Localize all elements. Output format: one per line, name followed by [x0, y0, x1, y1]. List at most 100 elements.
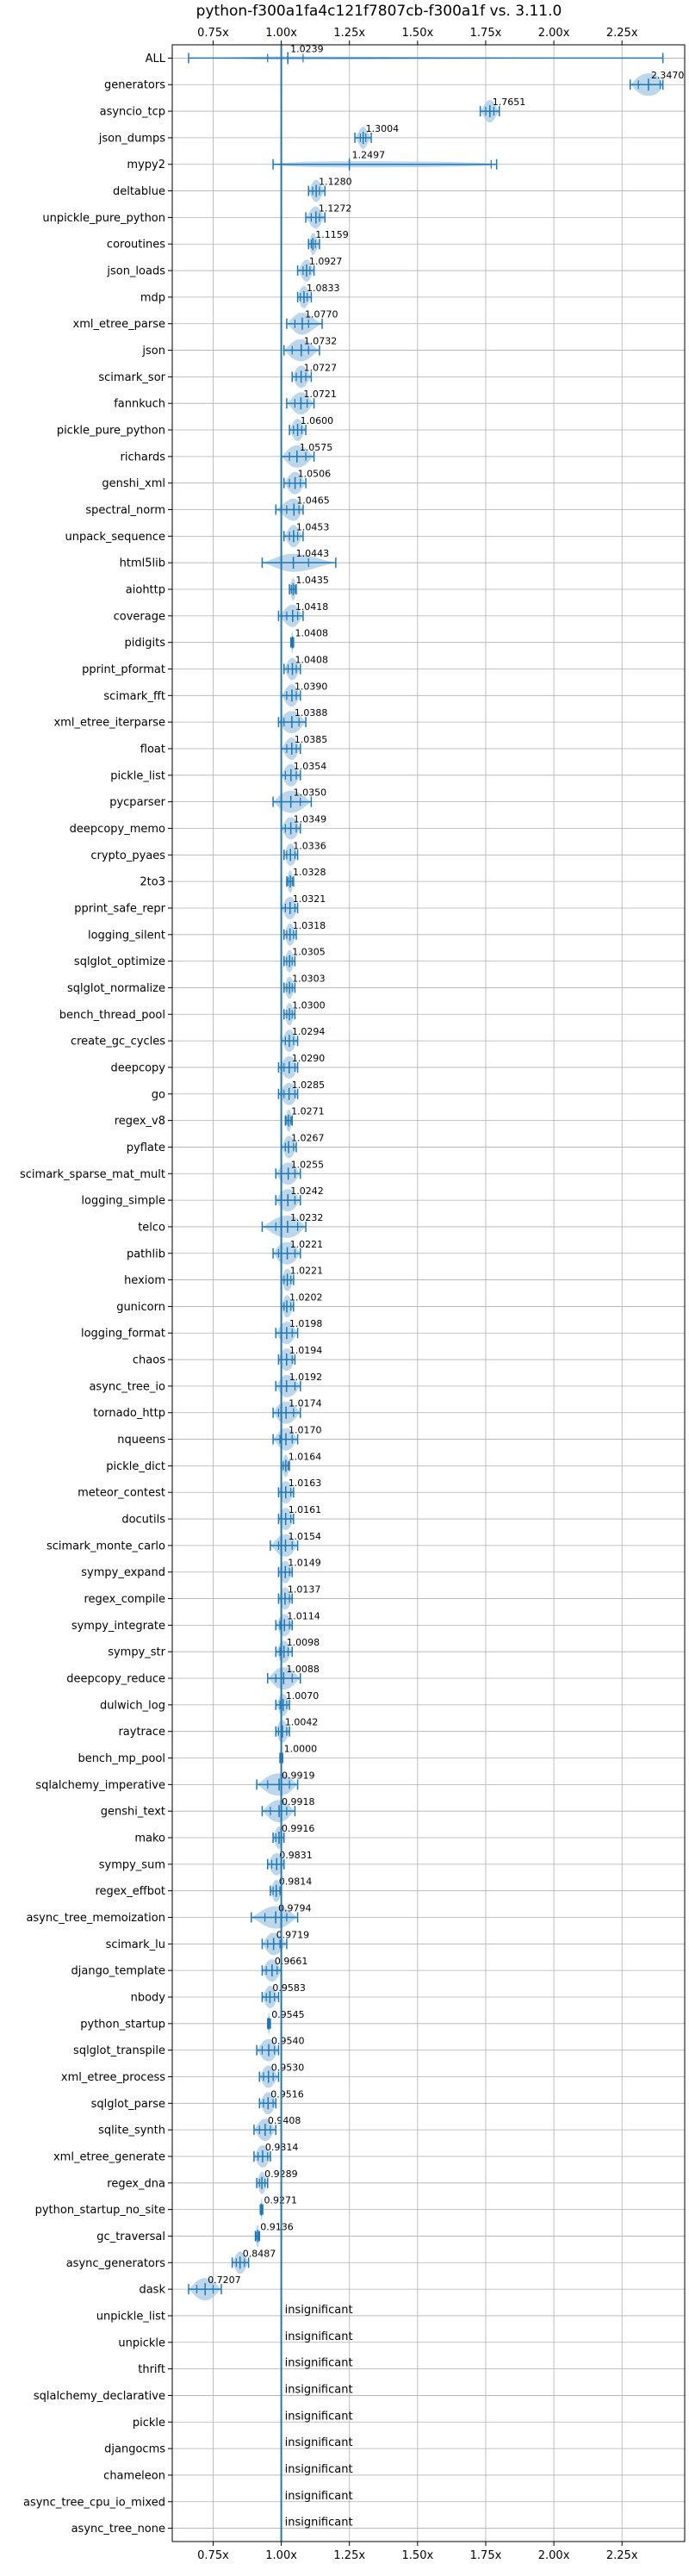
value-label: 1.1280	[319, 177, 352, 188]
y-tick-label: unpack_sequence	[65, 531, 165, 544]
x-tick-label-bottom: 1.00x	[265, 2549, 297, 2562]
y-tick-label: mdp	[140, 291, 165, 304]
value-label: 1.0164	[289, 1451, 322, 1462]
y-tick-label: scimark_monte_carlo	[47, 1540, 165, 1552]
insignificant-label: insignificant	[285, 2463, 353, 2476]
value-label: 1.0202	[289, 1291, 323, 1303]
y-tick-label: async_generators	[66, 2257, 166, 2270]
y-tick-label: aiohttp	[126, 584, 165, 597]
y-tick-label: asyncio_tcp	[100, 106, 165, 119]
x-tick-label-top: 1.50x	[402, 27, 434, 40]
value-label: 1.0042	[285, 1717, 319, 1728]
value-label: 1.0328	[293, 867, 326, 878]
insignificant-label: insignificant	[285, 2490, 353, 2503]
y-tick-label: xml_etree_generate	[53, 2150, 165, 2163]
value-label: 1.0114	[287, 1610, 320, 1621]
insignificant-label: insignificant	[285, 2436, 353, 2449]
x-tick-label-bottom: 1.50x	[402, 2549, 434, 2562]
value-label: 1.0385	[295, 734, 328, 745]
y-tick-label: meteor_contest	[78, 1487, 165, 1500]
y-tick-label: regex_dna	[107, 2177, 165, 2190]
y-tick-label: coverage	[114, 610, 165, 623]
value-label: 1.0336	[293, 840, 326, 851]
chart-title: python-f300a1fa4c121f7807cb-f300a1f vs. …	[196, 3, 562, 20]
value-label: 1.0137	[288, 1584, 321, 1596]
x-tick-label-bottom: 2.00x	[538, 2549, 570, 2562]
value-label: 1.0070	[286, 1690, 320, 1702]
y-tick-label: async_tree_io	[89, 1380, 165, 1393]
y-tick-label: create_gc_cycles	[71, 1036, 165, 1048]
value-label: 1.0453	[296, 521, 330, 532]
x-tick-label-bottom: 1.25x	[333, 2549, 365, 2562]
y-tick-label: spectral_norm	[85, 504, 165, 517]
value-label: 1.0408	[295, 628, 329, 639]
value-label: 1.0271	[291, 1106, 325, 1117]
y-tick-label: dulwich_log	[100, 1699, 165, 1712]
value-label: 1.0408	[295, 655, 329, 666]
x-tick-label-top: 2.00x	[538, 27, 570, 40]
value-label: 0.9545	[271, 2009, 305, 2020]
value-label: 0.9918	[282, 1796, 315, 1808]
value-label: 0.9540	[271, 2036, 305, 2047]
y-tick-label: gunicorn	[116, 1301, 165, 1314]
value-label: 0.9408	[268, 2115, 301, 2126]
value-label: 1.0088	[286, 1664, 320, 1675]
insignificant-label: insignificant	[285, 2330, 353, 2343]
value-label: 1.0349	[294, 813, 327, 824]
y-tick-label: scimark_lu	[106, 1938, 165, 1951]
y-tick-label: sympy_expand	[81, 1566, 165, 1579]
y-tick-label: pickle_list	[110, 769, 165, 782]
value-label: 1.0833	[307, 283, 340, 294]
y-tick-label: dask	[139, 2284, 165, 2297]
y-tick-label: sympy_str	[108, 1646, 165, 1659]
y-tick-label: pickle_dict	[106, 1460, 165, 1473]
value-label: 1.0221	[290, 1239, 324, 1250]
y-tick-label: nbody	[131, 1991, 166, 2004]
y-tick-label: pidigits	[125, 637, 166, 650]
value-label: 1.0221	[290, 1266, 324, 1277]
y-tick-label: scimark_fft	[103, 690, 165, 703]
y-tick-label: docutils	[121, 1514, 165, 1527]
y-tick-label: scimark_sparse_mat_mult	[20, 1168, 165, 1181]
y-tick-label: gc_traversal	[96, 2231, 165, 2243]
y-tick-label: sqlglot_transpile	[73, 2044, 165, 2057]
value-label: 1.0721	[303, 389, 337, 400]
value-label: 1.0154	[288, 1531, 321, 1542]
y-tick-label: crypto_pyaes	[90, 849, 165, 862]
y-tick-label: sqlite_synth	[98, 2125, 165, 2137]
y-tick-label: unpickle_list	[96, 2310, 165, 2323]
insignificant-label: insignificant	[285, 2304, 353, 2317]
y-tick-label: fannkuch	[114, 398, 165, 411]
value-label: 1.0435	[295, 575, 329, 586]
value-label: 1.0149	[288, 1558, 321, 1569]
y-tick-label: raytrace	[118, 1726, 165, 1739]
y-tick-label: telco	[138, 1221, 165, 1234]
value-label: 0.9919	[282, 1770, 315, 1781]
value-label: 1.0303	[292, 973, 326, 984]
y-tick-label: logging_silent	[88, 929, 165, 942]
y-tick-label: sympy_sum	[99, 1858, 165, 1871]
value-label: 1.0267	[291, 1132, 325, 1143]
y-tick-label: 2to3	[140, 876, 165, 889]
y-tick-label: mako	[134, 1832, 165, 1845]
value-label: 0.9136	[260, 2221, 294, 2232]
value-label: 1.0098	[287, 1637, 320, 1648]
y-tick-label: go	[152, 1088, 165, 1101]
y-tick-label: bench_thread_pool	[59, 1009, 165, 1022]
y-tick-label: xml_etree_iterparse	[53, 717, 165, 730]
value-label: 1.0575	[300, 442, 333, 453]
y-tick-label: html5lib	[120, 557, 165, 570]
value-label: 0.7207	[208, 2274, 240, 2286]
y-tick-label: async_tree_cpu_io_mixed	[23, 2496, 165, 2509]
y-tick-label: sympy_integrate	[71, 1620, 165, 1633]
value-label: 1.0290	[292, 1053, 326, 1064]
value-label: 1.0727	[304, 362, 338, 373]
y-tick-label: json_dumps	[98, 132, 165, 145]
y-tick-label: regex_effbot	[95, 1885, 165, 1898]
y-tick-label: coroutines	[107, 239, 165, 252]
value-label: 0.9916	[282, 1823, 315, 1834]
value-label: 1.0354	[294, 761, 327, 772]
y-tick-label: python_startup	[80, 2018, 165, 2031]
y-tick-label: pickle	[133, 2417, 165, 2430]
